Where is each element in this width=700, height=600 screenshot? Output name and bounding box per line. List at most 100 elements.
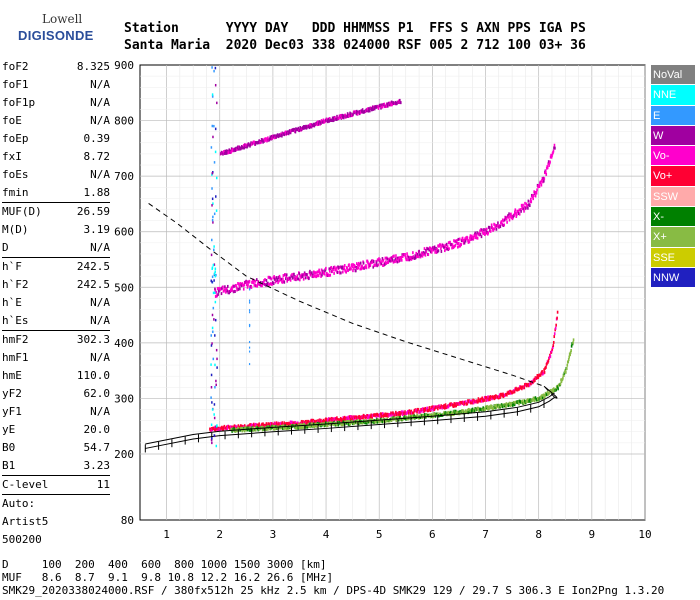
echo-vo- [548,355,551,359]
echo-w [369,109,371,113]
echo-vo- [515,211,517,215]
echo-x- [453,411,456,415]
echo-vo- [460,239,463,243]
echo-x- [473,408,476,412]
echo-vo- [439,243,442,247]
echo-vo- [554,326,557,330]
echo-vo- [548,163,550,167]
echo-w [253,140,256,144]
echo-x- [325,421,327,425]
noise-echo [213,272,216,275]
echo-vo- [223,288,226,292]
echo-vo- [444,403,447,407]
echo-vo- [351,265,354,269]
noise-echo [211,441,213,445]
echo-vo- [241,425,244,429]
noise-echo [214,287,216,291]
echo-w [398,101,401,105]
echo-x- [462,409,465,413]
echo-vo- [391,256,393,260]
echo-vo- [230,286,233,290]
echo-vo- [471,235,474,239]
echo-vo- [489,398,491,402]
echo-x- [526,400,528,404]
echo-vo- [433,405,435,409]
echo-vo- [220,287,222,291]
echo-vo- [339,271,341,275]
echo-x- [484,408,486,412]
virtual-height-curve-o [145,392,555,445]
echo-vo- [275,276,278,280]
echo-vo- [486,230,489,234]
echo-w [335,117,338,121]
echo-vo- [390,256,392,260]
echo-vo- [434,248,437,252]
echo-w [340,113,342,117]
echo-vo- [474,231,477,235]
echo-vo- [269,424,272,428]
echo-w [358,110,361,114]
echo-x- [431,413,434,417]
echo-x- [273,427,275,431]
echo-x- [306,425,309,429]
echo-vo- [238,282,240,286]
echo-vo- [389,412,392,416]
echo-x- [552,387,555,391]
echo-vo- [436,250,439,254]
echo-vo- [261,422,263,426]
noise-echo [213,212,216,216]
echo-vo- [242,283,245,287]
echo-vo- [383,263,385,267]
echo-vo- [315,419,318,423]
legend-item-vo-: Vo- [651,146,695,167]
echo-w [346,112,349,116]
param-row: foF1 N/A [2,76,110,94]
noise-echo [248,288,251,291]
echo-vo- [489,229,492,233]
echo-w [358,112,361,116]
noise-echo [215,379,217,383]
echo-vo- [313,274,316,278]
param-row: B0 54.7 [2,439,110,457]
param-separator [2,257,110,258]
echo-vo- [549,354,552,358]
echo-vo- [543,368,545,372]
echo-vo- [400,258,403,262]
echo-x- [375,420,378,424]
echo-vo- [543,370,546,374]
echo-vo- [229,426,231,430]
echo-x- [424,412,426,416]
echo-vo- [295,277,298,281]
echo-vo- [225,427,228,431]
echo-x- [254,428,257,432]
echo-vo- [551,347,554,351]
echo-x- [527,399,529,403]
echo-vo- [298,272,301,276]
echo-vo- [348,263,350,267]
echo-vo- [381,257,384,261]
echo-vo- [379,413,381,417]
echo-vo- [340,271,342,275]
echo-vo- [409,410,412,414]
x-tick-label: 7 [482,528,489,541]
echo-vo- [404,255,407,259]
echo-vo- [510,212,512,216]
echo-vo- [469,399,471,403]
echo-vo- [350,267,352,271]
echo-vo- [343,264,346,268]
echo-x- [511,403,514,407]
autoscaling-info: Artist5 [2,515,49,528]
autoscaling-info: Auto: [2,497,36,510]
echo-vo- [498,393,501,397]
echo-vo- [553,332,556,336]
echo-vo- [554,146,556,150]
echo-vo- [444,406,446,410]
echo-x- [505,405,507,409]
echo-vo- [217,292,219,296]
echo-vo- [431,405,433,409]
echo-x- [482,406,485,410]
noise-echo [214,150,217,154]
echo-vo- [541,177,544,181]
param-row: hmF1 N/A [2,349,110,367]
echo-x- [347,422,350,426]
